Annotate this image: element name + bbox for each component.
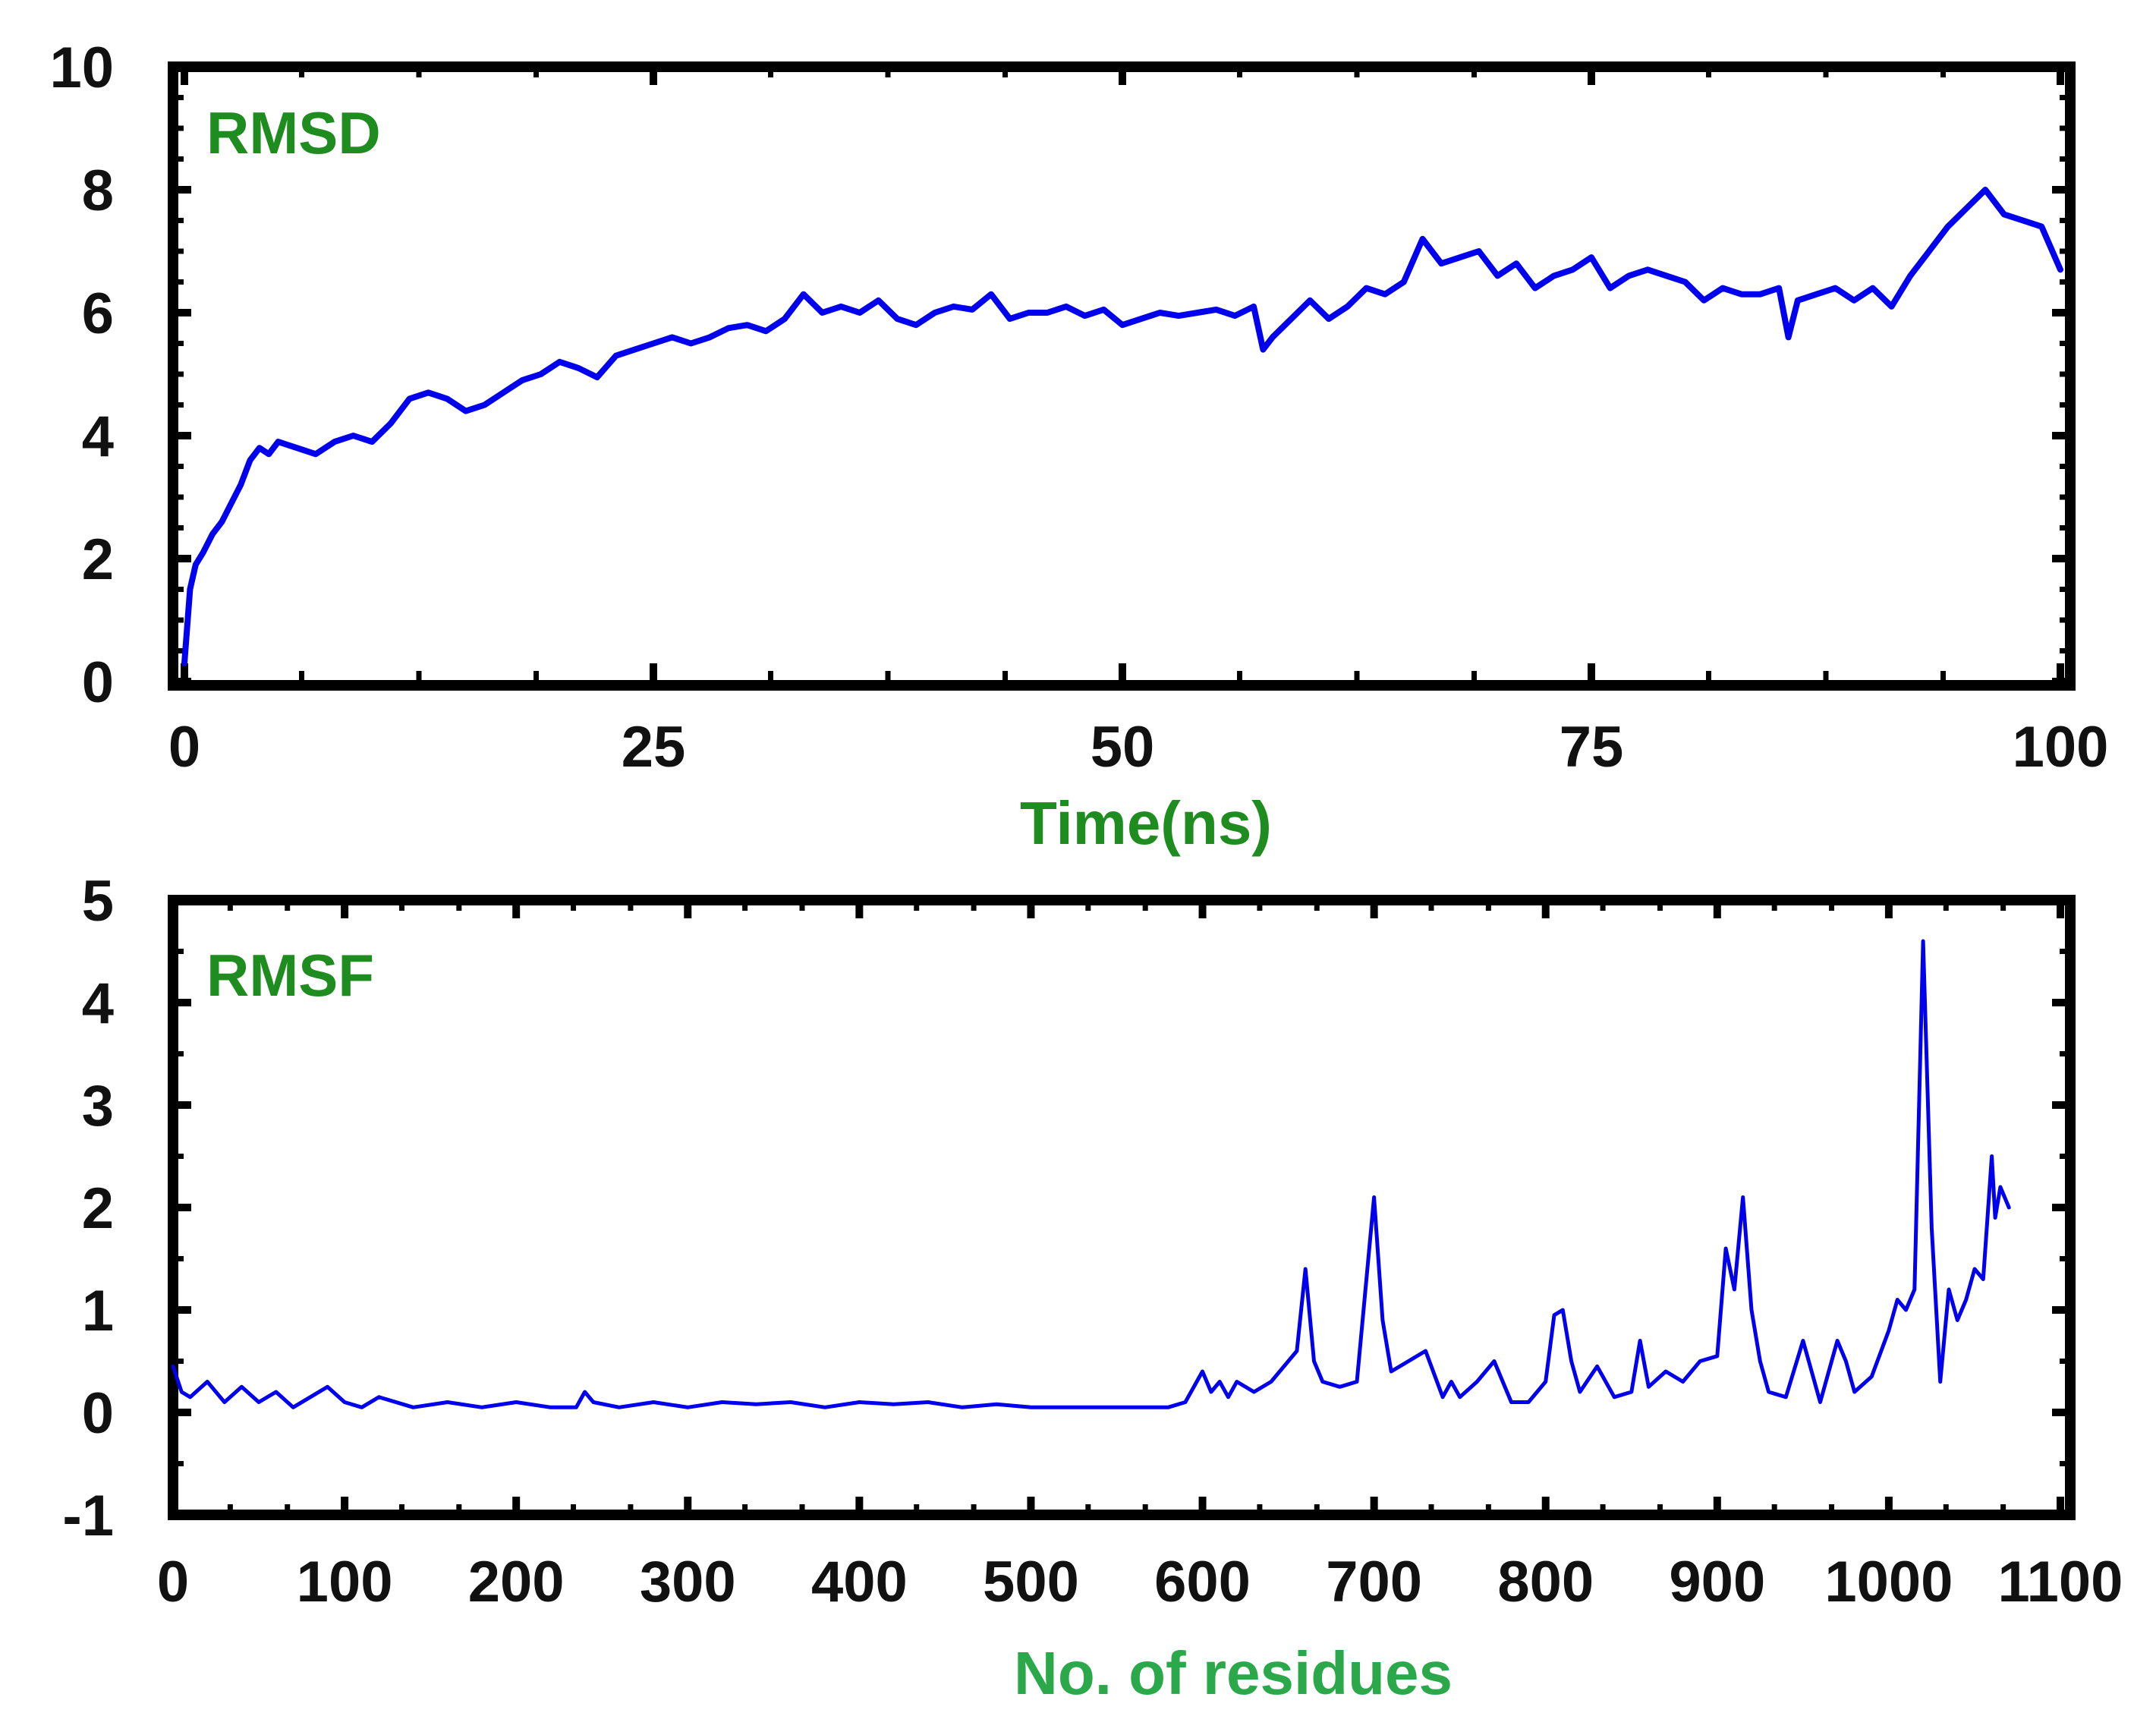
rmsd-y-tick-label: 0: [82, 650, 114, 715]
rmsd-y-tick-label: 10: [49, 36, 114, 100]
rmsd-x-tick-label: 25: [622, 715, 686, 779]
rmsf-x-tick-label: 200: [468, 1550, 565, 1614]
rmsf-y-tick-label: 1: [82, 1279, 114, 1343]
rmsf-x-tick-label: 1000: [1824, 1550, 1953, 1614]
rmsd-minor-ticks: [173, 67, 2070, 682]
rmsf-x-tick-label: 600: [1154, 1550, 1251, 1614]
rmsf-y-tick-label: 2: [82, 1176, 114, 1241]
rmsf-x-tick-label: 100: [297, 1550, 393, 1614]
rmsf-y-tick-label: 0: [82, 1381, 114, 1446]
rmsd-y-tick-label: 6: [82, 282, 114, 346]
rmsf-x-tick-label: 900: [1669, 1550, 1765, 1614]
rmsd-y-tick-label: 8: [82, 159, 114, 223]
rmsd-x-axis-title: Time(ns): [1020, 789, 1272, 857]
rmsf-x-tick-label: 0: [157, 1550, 189, 1614]
rmsd-y-tick-label: 4: [82, 405, 114, 469]
rmsf-y-tick-label: 4: [82, 971, 114, 1036]
rmsf-x-ticks: 0 100 200 300 400 500 600 700 800 900 1000 1100: [157, 900, 2123, 1614]
rmsf-y-ticks: -1 0 1 2 3 4 5: [62, 869, 2070, 1548]
rmsf-x-tick-label: 1100: [1998, 1550, 2123, 1614]
rmsd-panel-label: RMSD: [206, 99, 381, 166]
rmsf-y-tick-label: 3: [82, 1074, 114, 1138]
rmsf-x-axis-title: No. of residues: [1014, 1639, 1453, 1707]
rmsd-x-tick-label: 75: [1560, 715, 1624, 779]
rmsd-panel: 0 2 4 6 8 10 0 25 50 75 100 RMSD Time(ns): [49, 36, 2108, 857]
rmsd-y-tick-label: 2: [82, 527, 114, 592]
rmsf-y-tick-label: -1: [62, 1484, 114, 1548]
rmsf-minor-ticks: [173, 900, 2070, 1515]
rmsf-plot-frame: [168, 895, 2076, 1520]
rmsf-x-tick-label: 500: [983, 1550, 1079, 1614]
rmsd-y-ticks: 0 2 4 6 8 10: [49, 36, 2070, 715]
rmsf-panel: -1 0 1 2 3 4 5 0 100 200 300 400 500 600 700 800 900 100…: [62, 869, 2123, 1707]
rmsf-y-tick-label: 5: [82, 869, 114, 934]
rmsd-x-tick-label: 50: [1091, 715, 1155, 779]
rmsd-plot-frame: [168, 61, 2076, 691]
rmsf-x-tick-label: 800: [1497, 1550, 1594, 1614]
rmsf-x-tick-label: 700: [1326, 1550, 1422, 1614]
rmsd-x-ticks: 0 25 50 75 100: [168, 67, 2109, 779]
rmsd-x-tick-label: 100: [2013, 715, 2109, 779]
rmsd-series-line: [181, 187, 2063, 666]
rmsf-x-tick-label: 400: [811, 1550, 908, 1614]
rmsf-panel-label: RMSF: [206, 942, 374, 1009]
rmsf-x-tick-label: 300: [640, 1550, 736, 1614]
rmsd-x-tick-label: 0: [168, 715, 200, 779]
rmsf-series-line: [171, 939, 2011, 1409]
